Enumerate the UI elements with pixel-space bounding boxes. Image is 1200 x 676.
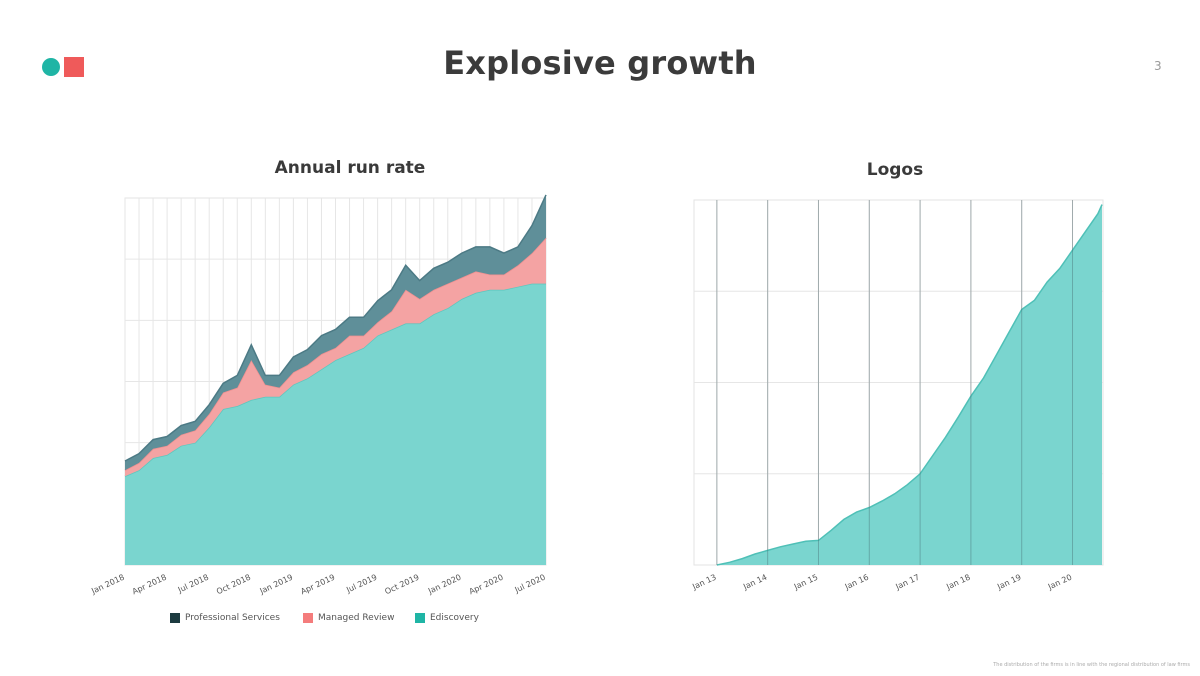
legend-item-ediscovery: Ediscovery [415, 613, 479, 623]
line-logos [716, 204, 1103, 566]
x-tick-label: Jul 2020 [513, 573, 547, 595]
x-tick-label: Oct 2018 [215, 573, 252, 597]
legend-item-managed-review: Managed Review [303, 613, 394, 623]
x-tick-label: Apr 2020 [468, 573, 505, 597]
x-tick-label: Jan 20 [1046, 573, 1073, 592]
x-tick-label: Oct 2019 [383, 573, 420, 597]
x-tick-label: Jan 16 [843, 573, 870, 592]
legend-item-professional-services: Professional Services [170, 613, 280, 623]
x-tick-label: Apr 2019 [299, 573, 336, 597]
x-tick-label: Jan 18 [944, 573, 971, 592]
logo-square [64, 57, 84, 77]
x-tick-label: Jan 2019 [258, 573, 295, 596]
area-ediscovery [125, 283, 546, 565]
chart-legend: Professional Services Managed Review Edi… [170, 613, 530, 629]
line-professional-services [124, 194, 547, 462]
x-tick-label: Jan 14 [741, 573, 768, 592]
legend-swatch [303, 613, 313, 623]
x-tick-label: Jan 2018 [89, 573, 126, 596]
slide-title: Explosive growth [443, 44, 757, 82]
x-tick-label: Jul 2018 [176, 573, 210, 595]
area-professional-services [125, 194, 546, 471]
x-tick-label: Jan 19 [995, 573, 1022, 592]
x-tick-label: Jan 15 [792, 573, 819, 592]
legend-swatch [415, 613, 425, 623]
x-tick-label: Jul 2019 [344, 573, 378, 595]
legend-swatch [170, 613, 180, 623]
x-tick-label: Jan 13 [690, 573, 717, 592]
logo-circle [42, 58, 60, 76]
area-logos [716, 204, 1102, 565]
page-number: 3 [1154, 59, 1162, 73]
legend-label: Managed Review [318, 613, 395, 623]
x-tick-label: Jan 2020 [426, 573, 463, 596]
chart-title-annual-run-rate: Annual run rate [274, 158, 426, 178]
legend-label: Ediscovery [430, 613, 479, 623]
footnote: The distribution of the firms is in line… [993, 662, 1190, 668]
chart-title-logos: Logos [866, 160, 924, 180]
area-managed-review [125, 237, 546, 477]
x-tick-label: Apr 2018 [131, 573, 168, 597]
x-tick-label: Jan 17 [894, 573, 921, 592]
legend-label: Professional Services [185, 613, 280, 623]
brand-logo [42, 57, 84, 77]
